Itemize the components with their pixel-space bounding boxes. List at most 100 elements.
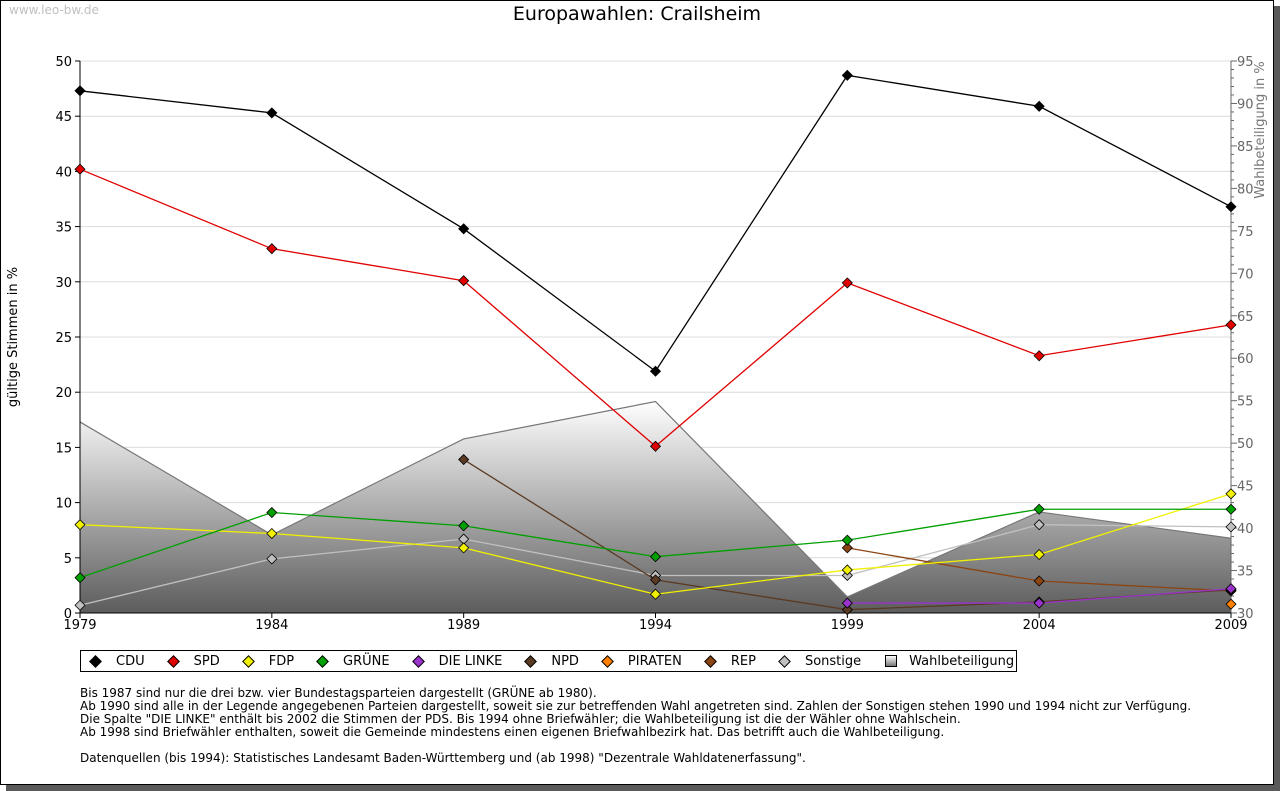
data-point [649, 440, 662, 452]
legend-label: REP [730, 653, 756, 669]
legend-item: DIE LINKE [411, 654, 502, 669]
legend-item: REP [704, 653, 756, 669]
data-point [266, 527, 278, 540]
footnote-line: Datenquellen (bis 1994): Statistisches L… [80, 751, 806, 765]
y-right-tick-label: 65 [1237, 310, 1254, 325]
y-right-tick-label: 40 [1237, 522, 1254, 537]
data-point [1033, 548, 1045, 561]
legend-label: GRÜNE [343, 653, 390, 669]
data-point [1033, 519, 1045, 531]
data-point [74, 163, 86, 175]
legend-item: Sonstige [778, 654, 861, 669]
y-tick-label: 10 [55, 497, 72, 512]
watermark: www.leo-bw.de [9, 3, 99, 17]
x-tick-label: 1984 [255, 618, 288, 633]
data-point [1225, 488, 1237, 500]
y-tick-label: 50 [55, 55, 72, 70]
y-right-tick-label: 70 [1237, 267, 1254, 282]
data-point [649, 574, 662, 586]
y-right-tick-label: 50 [1237, 437, 1254, 452]
y-right-tick-label: 60 [1237, 352, 1254, 367]
legend-marker-icon [601, 654, 614, 668]
data-point [266, 506, 278, 519]
data-point [1225, 201, 1237, 213]
data-point [841, 604, 853, 616]
footnote-line: Ab 1990 sind alle in der Legende angegeb… [80, 699, 1192, 713]
data-point [458, 542, 470, 554]
turnout-area [80, 401, 1231, 613]
legend-item: PIRATEN [601, 654, 682, 669]
data-point [841, 542, 853, 554]
legend-label: SPD [193, 653, 220, 669]
chart-plot: 0 5 10 15 20 25 30 35 40 45 50 30 35 40 45 50 55 60 65 70 75… [6, 55, 1268, 633]
data-point [458, 520, 470, 532]
x-tick-label: 1994 [639, 618, 672, 633]
data-point [74, 599, 86, 611]
y-right-tick-label: 30 [1237, 607, 1254, 622]
data-point [1033, 350, 1045, 362]
x-tick-label: 1979 [63, 618, 96, 633]
y-right-tick-label: 55 [1237, 395, 1254, 410]
y-tick-label: 0 [64, 607, 72, 622]
data-point [1033, 597, 1045, 609]
data-point [1225, 503, 1237, 515]
legend-item: SPD [166, 653, 220, 669]
legend-label: NPD [551, 653, 579, 669]
footnote-line: Ab 1998 sind Briefwähler enthalten, sowe… [80, 725, 945, 739]
legend-marker-icon [524, 654, 538, 668]
data-point [1033, 100, 1045, 112]
x-tick-label: 1999 [831, 618, 864, 633]
data-point [1033, 575, 1045, 587]
data-point [266, 553, 278, 565]
data-point [1225, 598, 1237, 610]
data-point [649, 551, 662, 563]
legend-area-icon [885, 655, 898, 667]
legend-marker-icon [704, 654, 717, 668]
legend-item: Wahlbeteiligung [885, 654, 1014, 669]
data-point [458, 275, 470, 287]
y-right-tick-label: 95 [1237, 55, 1254, 70]
data-point [1033, 503, 1045, 515]
data-point [74, 519, 86, 531]
y-tick-label: 45 [55, 110, 72, 125]
chart-title: Europawahlen: Crailsheim [512, 3, 762, 25]
y-tick-label: 5 [64, 552, 72, 567]
legend-label: CDU [116, 653, 145, 669]
legend-item: NPD [524, 653, 579, 669]
x-tick-label: 2009 [1214, 618, 1247, 633]
data-point [649, 588, 662, 600]
y-right-tick-label: 85 [1237, 140, 1254, 155]
data-point [841, 534, 853, 546]
footnote-line: Die Spalte "DIE LINKE" enthält bis 2002 … [80, 712, 961, 726]
y-axis-right-label: Wahlbeteiligung in % [1253, 61, 1268, 198]
data-point [649, 365, 662, 377]
legend-marker-icon [316, 654, 329, 668]
footnotes: Bis 1987 sind nur die drei bzw. vier Bun… [80, 687, 1191, 765]
y-tick-label: 15 [55, 441, 72, 456]
legend-marker-icon [166, 654, 180, 668]
data-point [1225, 521, 1237, 533]
y-axis-label: gültige Stimmen in % [6, 267, 21, 407]
legend-label: Wahlbeteiligung [909, 653, 1015, 669]
x-tick-label: 2004 [1023, 618, 1056, 633]
y-right-tick-label: 75 [1237, 225, 1254, 240]
data-point [266, 107, 278, 119]
y-tick-label: 35 [55, 221, 72, 236]
data-point [266, 243, 278, 255]
data-point [458, 223, 470, 235]
legend-marker-icon [89, 654, 102, 668]
y-tick-label: 30 [55, 276, 72, 291]
y-right-tick-label: 80 [1237, 182, 1254, 197]
y-right-tick-label: 45 [1237, 480, 1254, 495]
data-point [74, 572, 86, 584]
legend: CDU SPD FDP GRÜNE DIE LINKE NPD PIRATEN REP Sons… [80, 650, 1018, 672]
footnote-line: Bis 1987 sind nur die drei bzw. vier Bun… [80, 686, 597, 700]
legend-item: FDP [241, 653, 295, 669]
legend-label: FDP [268, 653, 295, 669]
data-point [841, 69, 853, 81]
data-point [1225, 319, 1237, 331]
data-point [458, 453, 470, 466]
y-right-tick-label: 35 [1237, 565, 1254, 580]
series-line-cdu [79, 74, 1232, 373]
y-right-tick-label: 90 [1237, 97, 1254, 112]
